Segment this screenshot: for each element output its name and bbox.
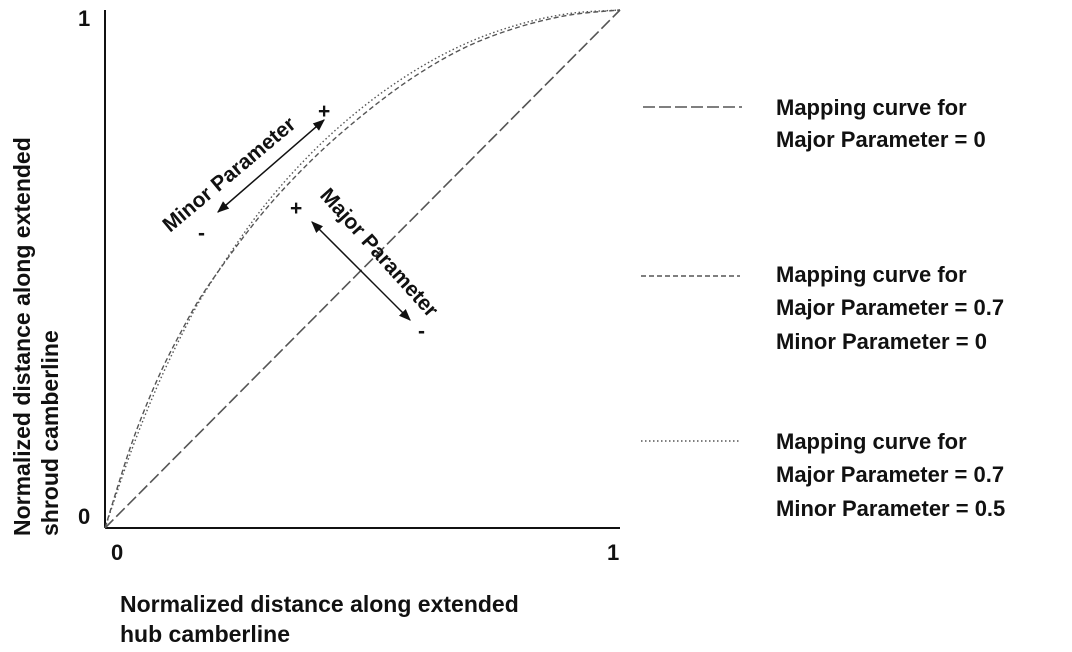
legend-entry-1-line-1: Mapping curve for — [776, 95, 967, 120]
legend-entry-3-line-2: Major Parameter = 0.7 — [776, 462, 1004, 487]
major-parameter-label: Major Parameter — [315, 184, 442, 322]
x-axis-title-line-2: hub camberline — [120, 621, 290, 647]
minor-parameter-plus: + — [318, 100, 330, 123]
legend: Mapping curve for Major Parameter = 0 Ma… — [641, 95, 1005, 521]
major-parameter-arrow — [311, 221, 411, 321]
series-layer — [104, 9, 621, 529]
minor-parameter-minus: - — [198, 222, 205, 245]
y-tick-label-top: 1 — [78, 6, 90, 31]
legend-entry-3-line-1: Mapping curve for — [776, 429, 967, 454]
legend-entry-2-line-1: Mapping curve for — [776, 262, 967, 287]
legend-entry-3-line-3: Minor Parameter = 0.5 — [776, 496, 1005, 521]
x-axis-title-line-1: Normalized distance along extended — [120, 591, 519, 617]
minor-parameter-label: Minor Parameter — [158, 113, 300, 237]
y-axis-title-line-1: Normalized distance along extended — [9, 137, 35, 536]
y-tick-label-bottom: 0 — [78, 504, 90, 529]
major-parameter-minus: - — [418, 320, 425, 343]
series-major-07-minor-0-line — [104, 9, 621, 529]
legend-entry-1-line-2: Major Parameter = 0 — [776, 127, 986, 152]
minor-parameter-arrow — [217, 119, 325, 213]
x-tick-label-left: 0 — [111, 540, 123, 565]
y-axis-title-line-2: shroud camberline — [37, 330, 63, 536]
series-major-0-line — [104, 9, 621, 529]
legend-entry-2-line-3: Minor Parameter = 0 — [776, 329, 987, 354]
legend-entry-2-line-2: Major Parameter = 0.7 — [776, 295, 1004, 320]
x-tick-label-right: 1 — [607, 540, 619, 565]
major-parameter-plus: + — [290, 197, 302, 220]
minor-parameter-annotation: Minor Parameter + - — [158, 100, 330, 245]
series-major-07-minor-05-line — [104, 9, 621, 529]
plot-area — [104, 10, 620, 529]
